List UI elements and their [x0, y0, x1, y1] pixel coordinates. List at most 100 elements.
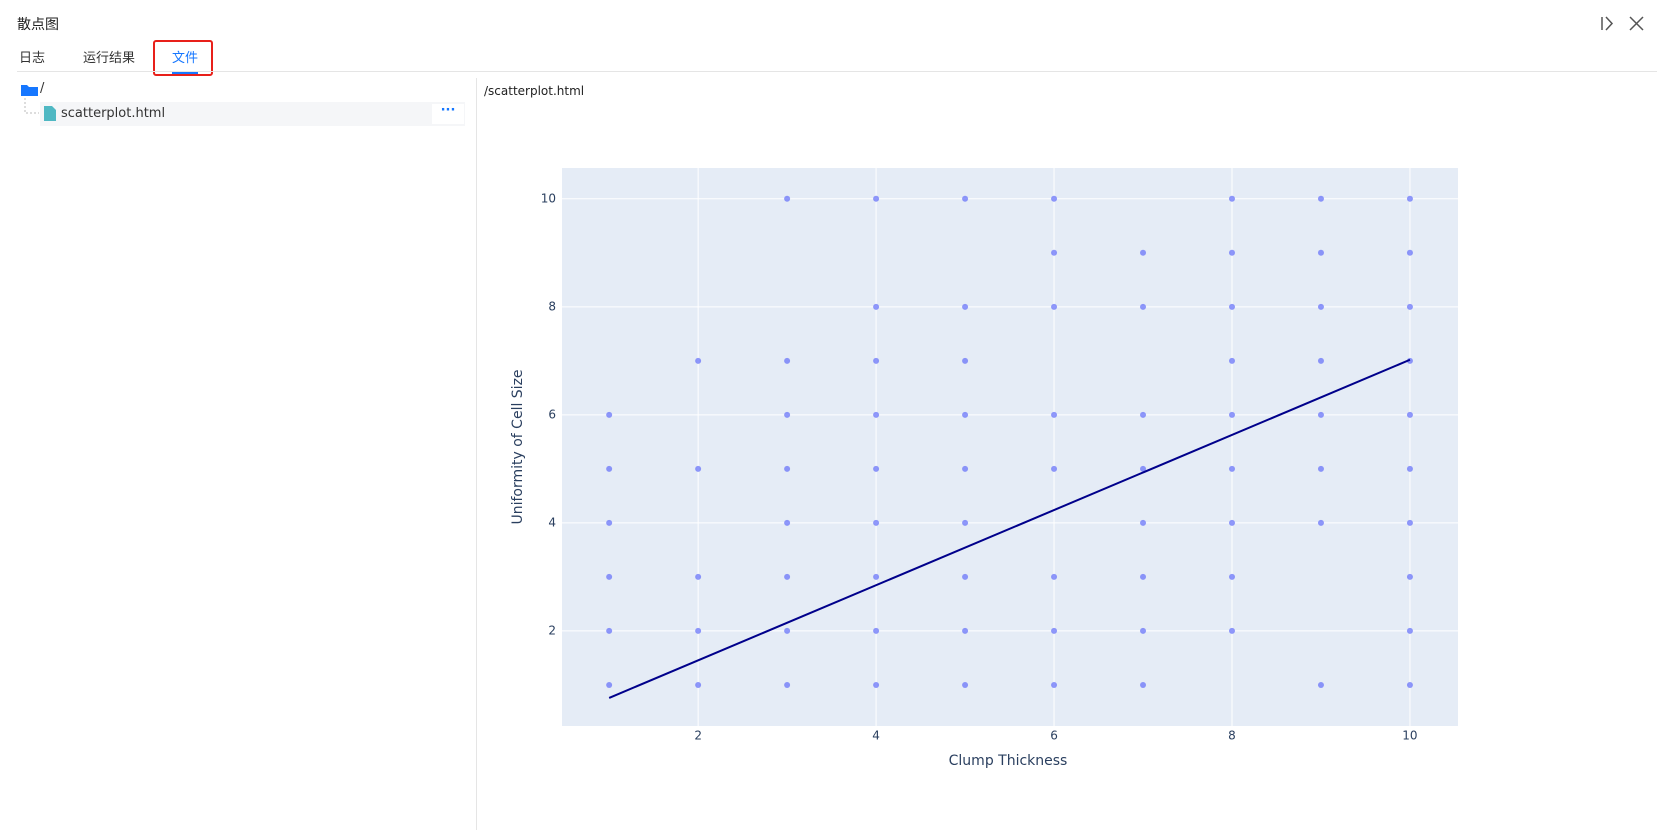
point — [1051, 465, 1058, 472]
point — [695, 573, 702, 580]
header-icons — [1601, 16, 1644, 31]
point — [695, 465, 702, 472]
x-tick-label: 10 — [1402, 729, 1417, 743]
point — [1228, 249, 1235, 256]
point — [962, 519, 969, 526]
point — [962, 303, 969, 310]
point — [1406, 627, 1413, 634]
point — [784, 681, 791, 688]
point — [784, 195, 791, 202]
highlight-box — [153, 40, 213, 76]
tree-row[interactable] — [40, 102, 465, 126]
point — [784, 627, 791, 634]
point — [606, 627, 613, 634]
close-button[interactable] — [1629, 16, 1644, 31]
divider — [476, 78, 477, 830]
point — [962, 357, 969, 364]
point — [1406, 465, 1413, 472]
point — [1140, 411, 1147, 418]
point — [1406, 249, 1413, 256]
file-icon — [44, 106, 56, 121]
point — [606, 681, 613, 688]
point — [1051, 195, 1058, 202]
panel-title: 散点图 — [17, 17, 59, 33]
point — [784, 573, 791, 580]
y-tick-label: 8 — [548, 299, 556, 313]
point — [784, 411, 791, 418]
point — [1406, 519, 1413, 526]
point — [873, 465, 880, 472]
point — [1317, 465, 1324, 472]
point — [873, 357, 880, 364]
point — [1228, 411, 1235, 418]
point — [962, 573, 969, 580]
point — [1228, 357, 1235, 364]
point — [1140, 681, 1147, 688]
point — [1317, 195, 1324, 202]
point — [962, 681, 969, 688]
point — [1140, 573, 1147, 580]
point — [1140, 627, 1147, 634]
point — [784, 357, 791, 364]
chart: Clump Thickness Uniformity of Cell Size … — [510, 168, 1458, 769]
x-tick-label: 8 — [1228, 729, 1236, 743]
tab-active[interactable]: 文件 — [172, 47, 199, 74]
file-name[interactable]: scatterplot.html — [61, 106, 166, 121]
point — [1228, 303, 1235, 310]
point — [1317, 249, 1324, 256]
point — [873, 303, 880, 310]
point — [695, 357, 702, 364]
point — [1228, 573, 1235, 580]
tab[interactable]: 运行结果 — [83, 51, 136, 66]
collapse-button[interactable] — [1601, 16, 1614, 31]
point — [962, 465, 969, 472]
folder-icon — [21, 85, 38, 96]
point — [695, 681, 702, 688]
point — [962, 195, 969, 202]
point — [1140, 303, 1147, 310]
point — [1317, 519, 1324, 526]
point — [606, 411, 613, 418]
x-axis-title: Clump Thickness — [949, 753, 1068, 769]
point — [962, 627, 969, 634]
point — [873, 627, 880, 634]
x-tick-label: 2 — [694, 729, 702, 743]
point — [1228, 627, 1235, 634]
point — [1317, 357, 1324, 364]
point — [1051, 303, 1058, 310]
point — [1317, 411, 1324, 418]
point — [1228, 465, 1235, 472]
y-axis-title: Uniformity of Cell Size — [510, 369, 526, 524]
tree-connector — [24, 98, 39, 114]
x-tick-label: 6 — [1050, 729, 1058, 743]
point — [606, 573, 613, 580]
point — [873, 681, 880, 688]
point — [1051, 411, 1058, 418]
tree-root[interactable]: / — [40, 81, 45, 96]
divider — [17, 71, 1657, 72]
point — [784, 519, 791, 526]
plot-area — [562, 168, 1458, 726]
point — [784, 465, 791, 472]
trend-line — [608, 358, 1411, 699]
point — [1140, 519, 1147, 526]
point — [1228, 519, 1235, 526]
point — [1317, 303, 1324, 310]
point — [1406, 195, 1413, 202]
point — [1406, 573, 1413, 580]
y-tick-label: 2 — [548, 623, 556, 637]
point — [873, 411, 880, 418]
point — [695, 627, 702, 634]
point — [1140, 249, 1147, 256]
tab[interactable]: 日志 — [19, 51, 46, 66]
point — [1051, 573, 1058, 580]
x-tick-label: 4 — [872, 729, 880, 743]
more-button[interactable]: ··· — [432, 104, 464, 124]
point — [1051, 627, 1058, 634]
point — [873, 519, 880, 526]
point — [1317, 681, 1324, 688]
point — [873, 573, 880, 580]
point — [1406, 681, 1413, 688]
y-tick-label: 4 — [548, 515, 556, 529]
